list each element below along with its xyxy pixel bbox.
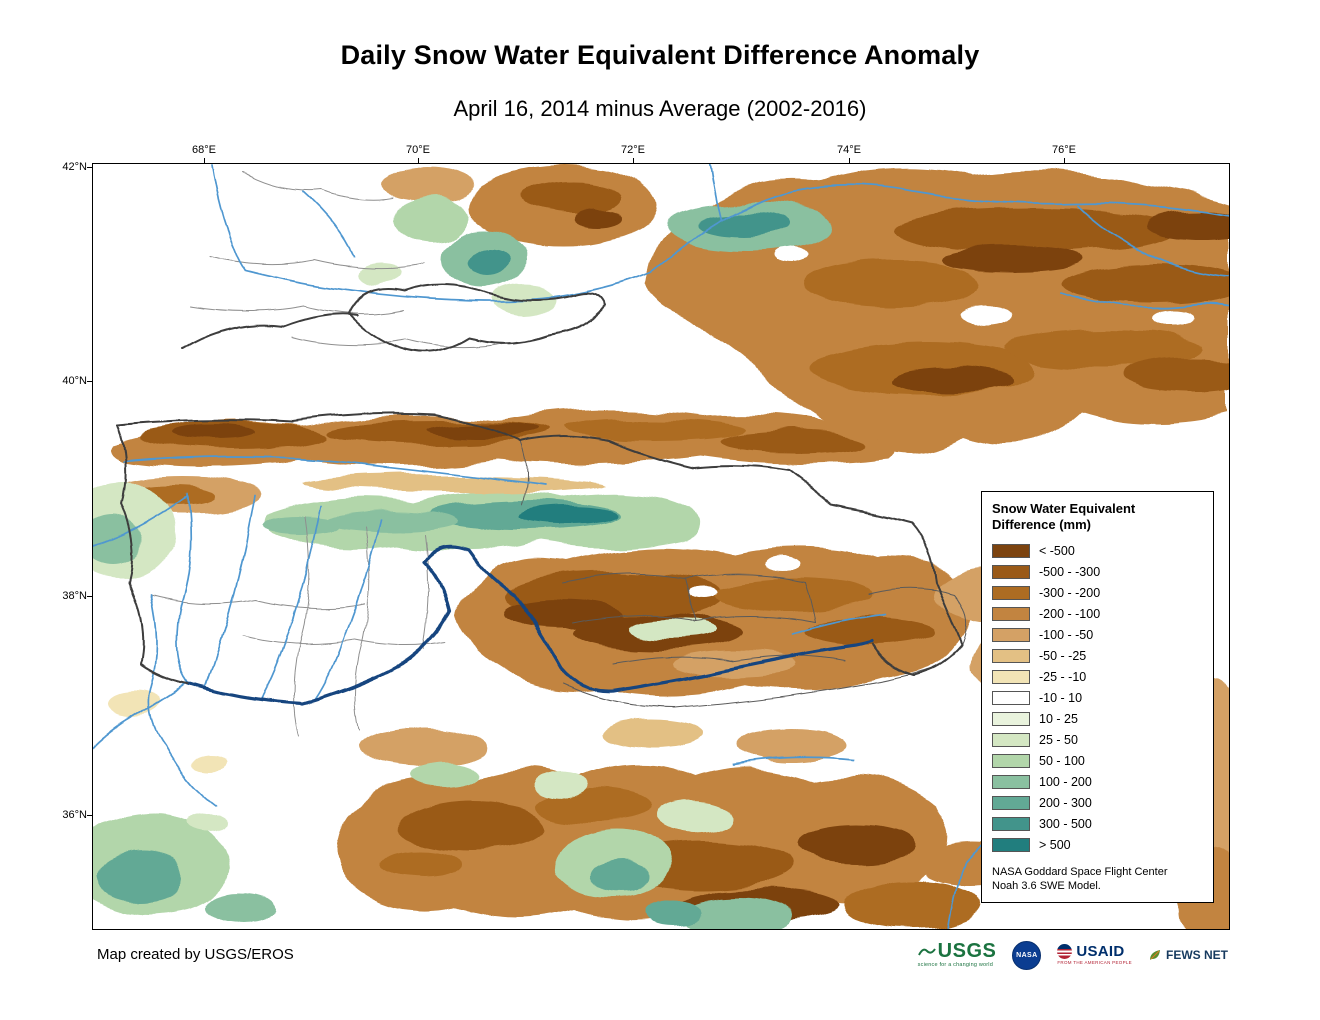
- legend-label: -50 - -25: [1039, 649, 1087, 663]
- fewsnet-logo-text: FEWS NET: [1166, 948, 1228, 962]
- logo-strip: USGS science for a changing world NASA U…: [918, 938, 1228, 972]
- legend-row: -300 - -200: [992, 583, 1203, 604]
- map-credit: Map created by USGS/EROS: [97, 946, 294, 963]
- legend-row: 50 - 100: [992, 751, 1203, 772]
- lon-label: 72°E: [621, 144, 645, 156]
- usgs-wave-icon: [917, 948, 936, 956]
- legend-swatch: [992, 796, 1030, 810]
- legend-label: -300 - -200: [1039, 586, 1101, 600]
- legend-note: NASA Goddard Space Flight Center Noah 3.…: [992, 865, 1203, 895]
- legend-swatch: [992, 628, 1030, 642]
- legend-label: -500 - -300: [1039, 565, 1101, 579]
- legend-swatch: [992, 586, 1030, 600]
- lat-label: 38°N: [62, 590, 87, 602]
- legend-label: 100 - 200: [1039, 775, 1092, 789]
- legend-title: Snow Water Equivalent Difference (mm): [992, 501, 1203, 534]
- map-frame: 68°E 70°E 72°E 74°E 76°E 42°N 40°N 38°N …: [62, 144, 1230, 930]
- usaid-flag-icon: [1057, 944, 1073, 960]
- legend-swatch: [992, 733, 1030, 747]
- legend-swatch: [992, 607, 1030, 621]
- legend-label: < -500: [1039, 544, 1075, 558]
- legend-row: 25 - 50: [992, 730, 1203, 751]
- legend-swatch: [992, 649, 1030, 663]
- lat-label: 36°N: [62, 809, 87, 821]
- lon-label: 68°E: [192, 144, 216, 156]
- lat-tick: [87, 815, 93, 816]
- lon-tick: [1064, 158, 1065, 164]
- legend-swatch: [992, 544, 1030, 558]
- legend-swatch: [992, 712, 1030, 726]
- legend-note-line2: Noah 3.6 SWE Model.: [992, 880, 1101, 893]
- legend: Snow Water Equivalent Difference (mm) < …: [981, 491, 1214, 904]
- lat-label: 42°N: [62, 161, 87, 173]
- lines-layer: [93, 164, 1229, 929]
- lat-tick: [87, 167, 93, 168]
- legend-swatch: [992, 565, 1030, 579]
- legend-row: > 500: [992, 835, 1203, 856]
- lon-tick: [418, 158, 419, 164]
- legend-row: -100 - -50: [992, 625, 1203, 646]
- usgs-logo: USGS science for a changing world: [918, 941, 997, 969]
- legend-swatch: [992, 775, 1030, 789]
- fewsnet-logo: FEWS NET: [1148, 948, 1228, 962]
- legend-label: -25 - -10: [1039, 670, 1087, 684]
- legend-label: > 500: [1039, 838, 1071, 852]
- usaid-tagline: FROM THE AMERICAN PEOPLE: [1057, 960, 1132, 966]
- legend-label: -100 - -50: [1039, 628, 1094, 642]
- legend-swatch: [992, 838, 1030, 852]
- usgs-logo-text: USGS: [937, 940, 997, 963]
- legend-rows: < -500 -500 - -300 -300 - -200 -200 - -1…: [992, 541, 1203, 856]
- legend-row: -25 - -10: [992, 667, 1203, 688]
- lon-tick: [633, 158, 634, 164]
- nasa-seal-icon: NASA: [1012, 940, 1042, 970]
- legend-label: 300 - 500: [1039, 817, 1092, 831]
- lat-label: 40°N: [62, 375, 87, 387]
- page-subtitle: April 16, 2014 minus Average (2002-2016): [453, 96, 867, 121]
- legend-label: -10 - 10: [1039, 691, 1083, 705]
- legend-label: 50 - 100: [1039, 754, 1085, 768]
- lat-tick: [87, 381, 93, 382]
- legend-row: -50 - -25: [992, 646, 1203, 667]
- usgs-tagline: science for a changing world: [917, 962, 993, 969]
- legend-title-line2: Difference (mm): [992, 517, 1091, 533]
- legend-label: 25 - 50: [1039, 733, 1078, 747]
- legend-label: 10 - 25: [1039, 712, 1078, 726]
- legend-swatch: [992, 754, 1030, 768]
- lon-label: 74°E: [837, 144, 861, 156]
- legend-label: -200 - -100: [1039, 607, 1101, 621]
- legend-title-line1: Snow Water Equivalent: [992, 501, 1136, 516]
- lon-tick: [849, 158, 850, 164]
- legend-row: 10 - 25: [992, 709, 1203, 730]
- legend-row: -10 - 10: [992, 688, 1203, 709]
- fews-leaf-icon: [1150, 950, 1160, 960]
- lon-tick: [204, 158, 205, 164]
- usaid-logo-text: USAID: [1076, 943, 1125, 961]
- legend-row: 200 - 300: [992, 793, 1203, 814]
- legend-row: -200 - -100: [992, 604, 1203, 625]
- lon-label: 70°E: [406, 144, 430, 156]
- legend-row: 100 - 200: [992, 772, 1203, 793]
- legend-note-line1: NASA Goddard Space Flight Center: [992, 865, 1168, 878]
- legend-row: 300 - 500: [992, 814, 1203, 835]
- legend-row: -500 - -300: [992, 562, 1203, 583]
- usaid-logo: USAID FROM THE AMERICAN PEOPLE: [1057, 944, 1132, 966]
- lat-tick: [87, 596, 93, 597]
- legend-swatch: [992, 670, 1030, 684]
- legend-swatch: [992, 817, 1030, 831]
- page-title: Daily Snow Water Equivalent Difference A…: [340, 40, 980, 70]
- legend-row: < -500: [992, 541, 1203, 562]
- legend-swatch: [992, 691, 1030, 705]
- lon-label: 76°E: [1052, 144, 1076, 156]
- legend-label: 200 - 300: [1039, 796, 1092, 810]
